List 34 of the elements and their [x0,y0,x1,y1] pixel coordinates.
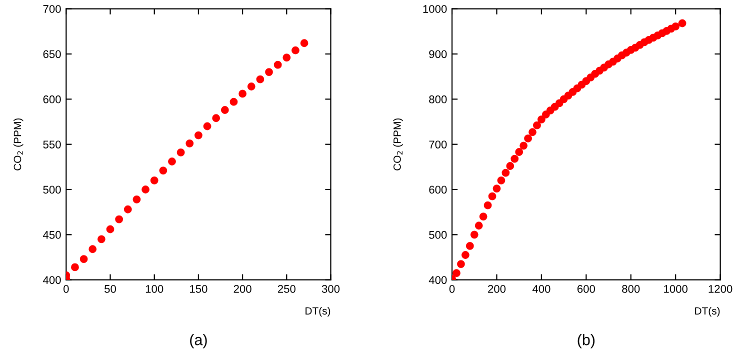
y-tick-label: 500 [429,230,447,239]
y-tick-label: 700 [429,140,447,148]
x-tick-label: 600 [577,284,595,293]
x-axis-title: DT(s) [695,306,720,317]
x-tick-label: 200 [234,284,252,293]
x-tick-label: 250 [278,284,296,293]
y-tick-label: 600 [43,95,61,104]
x-tick-label: 0 [63,284,69,293]
y-tick-label: 400 [428,276,447,284]
y-tick-label: 650 [43,50,61,58]
x-tick-label: 200 [488,284,506,293]
x-tick-label: 50 [104,284,116,293]
y-tick-label: 500 [43,186,61,194]
y-axis-title: CO$_{2}$ (PPM) [14,118,24,170]
y-tick-label: 600 [429,186,447,194]
x-tick-label: 1200 [708,284,732,293]
y-tick-label: 400 [43,276,61,284]
y-tick-label: 900 [429,50,447,58]
y-tick-label: 1000 [423,5,447,13]
y-tick-label: 700 [43,5,61,13]
x-axis-title: DT(s) [306,306,330,317]
x-tick-label: 400 [532,284,550,293]
x-tick-label: 150 [190,284,208,293]
y-axis-title: CO$_{2}$ (PPM) [393,118,403,170]
x-tick-label: 0 [449,284,455,293]
y-tick-label: 800 [429,95,447,104]
y-tick-label: 450 [43,230,61,239]
x-tick-label: 300 [322,284,340,293]
text: (b) [578,334,595,348]
x-tick-label: 800 [622,284,640,293]
x-tick-label: 1000 [664,284,688,293]
y-tick-label: 550 [43,140,61,148]
x-tick-label: 100 [146,284,164,293]
text: (a) [190,334,207,348]
